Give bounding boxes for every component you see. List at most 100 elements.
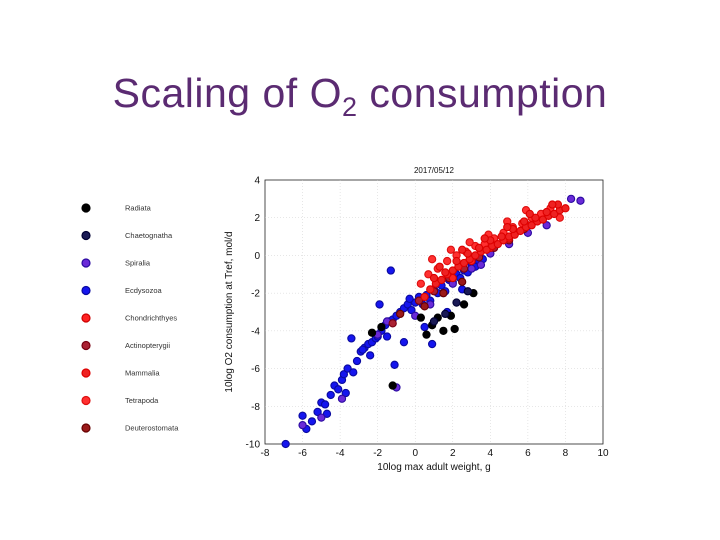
data-point bbox=[341, 388, 350, 398]
slide-title-subscript: 2 bbox=[341, 92, 358, 122]
data-point bbox=[429, 273, 439, 283]
x-tick-label: 10 bbox=[597, 448, 609, 459]
x-tick-label: 8 bbox=[563, 448, 569, 459]
data-point bbox=[471, 251, 480, 260]
data-point bbox=[386, 266, 395, 275]
data-point bbox=[420, 302, 429, 311]
legend-label: Mammalia bbox=[125, 369, 160, 378]
data-point bbox=[405, 294, 414, 303]
x-tick-label: 4 bbox=[488, 448, 494, 459]
y-tick-label: -4 bbox=[251, 326, 260, 337]
data-point bbox=[326, 390, 335, 400]
legend-label: Spiralia bbox=[125, 259, 151, 268]
data-point bbox=[437, 275, 446, 285]
data-point bbox=[367, 328, 377, 337]
y-tick-label: 2 bbox=[254, 213, 260, 224]
x-tick-label: -4 bbox=[336, 448, 345, 459]
data-point bbox=[474, 243, 484, 253]
data-point bbox=[542, 221, 551, 230]
x-tick-label: 2 bbox=[450, 448, 456, 459]
legend: Radiata Chaetognatha Spiralia Ecdysozoa Chon… bbox=[81, 203, 179, 433]
data-point bbox=[542, 207, 551, 217]
data-point bbox=[482, 245, 491, 254]
data-point bbox=[352, 356, 362, 366]
slide-title-rest: consumption bbox=[357, 70, 608, 116]
y-tick-label: -6 bbox=[251, 364, 260, 375]
data-point bbox=[516, 226, 525, 236]
chart-title: 2017/05/12 bbox=[414, 166, 455, 175]
slide-title-main: Scaling of O bbox=[112, 70, 342, 116]
legend-label: Chaetognatha bbox=[125, 231, 173, 240]
data-point bbox=[339, 370, 349, 379]
data-point bbox=[531, 213, 540, 222]
data-point bbox=[497, 232, 506, 241]
data-point bbox=[458, 277, 467, 286]
slide-title: Scaling of O2 consumption bbox=[0, 70, 720, 123]
data-point bbox=[420, 322, 429, 332]
data-point bbox=[298, 420, 307, 430]
data-point bbox=[320, 400, 330, 409]
data-point bbox=[427, 339, 437, 349]
data-point bbox=[427, 255, 437, 264]
data-point bbox=[525, 209, 534, 219]
legend-marker bbox=[81, 203, 91, 213]
data-point bbox=[407, 305, 416, 315]
data-point bbox=[317, 413, 326, 422]
data-point bbox=[439, 326, 448, 336]
legend-label: Actinopterygii bbox=[125, 341, 170, 350]
legend-marker bbox=[81, 313, 91, 323]
data-point bbox=[450, 324, 459, 334]
data-point bbox=[420, 292, 429, 302]
data-point bbox=[388, 319, 397, 328]
data-points bbox=[281, 194, 585, 449]
legend-marker bbox=[81, 230, 91, 241]
data-point bbox=[550, 209, 559, 219]
data-point bbox=[422, 330, 431, 339]
legend-label: Chondrichthyes bbox=[125, 314, 177, 323]
data-point bbox=[358, 345, 367, 354]
data-point bbox=[366, 351, 375, 360]
data-point bbox=[375, 300, 384, 309]
data-point bbox=[493, 239, 502, 249]
data-point bbox=[452, 298, 461, 307]
data-point bbox=[390, 360, 399, 369]
data-point bbox=[337, 394, 347, 403]
data-point bbox=[441, 268, 450, 277]
data-point bbox=[463, 287, 472, 296]
data-point bbox=[439, 288, 448, 298]
x-tick-label: -2 bbox=[373, 448, 382, 459]
data-point bbox=[396, 309, 405, 319]
data-point bbox=[414, 296, 424, 305]
legend-label: Deuterostomata bbox=[125, 424, 179, 433]
y-tick-label: 4 bbox=[254, 176, 260, 187]
legend-marker bbox=[81, 340, 91, 351]
data-point bbox=[426, 285, 435, 294]
data-point bbox=[416, 279, 426, 288]
data-point bbox=[388, 381, 397, 390]
legend-marker bbox=[81, 368, 91, 378]
data-point bbox=[576, 196, 585, 205]
legend-label: Ecdysozoa bbox=[125, 286, 163, 295]
data-point bbox=[458, 245, 467, 254]
data-point bbox=[435, 262, 444, 271]
data-point bbox=[298, 411, 307, 420]
legend-marker bbox=[81, 395, 91, 406]
x-tick-labels: -8 -6 -4 -2 0 2 4 6 8 10 bbox=[261, 448, 609, 459]
x-tick-label: -8 bbox=[261, 448, 270, 459]
data-point bbox=[561, 204, 570, 213]
data-point bbox=[377, 322, 386, 332]
data-point bbox=[467, 264, 476, 273]
data-point bbox=[416, 313, 426, 322]
data-point bbox=[448, 266, 457, 275]
data-point bbox=[446, 245, 456, 254]
plot-frame bbox=[264, 179, 604, 445]
data-point bbox=[519, 217, 529, 226]
x-axis-label: 10log max adult weight, g bbox=[377, 462, 490, 473]
data-point bbox=[465, 238, 474, 247]
data-point bbox=[429, 317, 439, 326]
data-point bbox=[548, 200, 557, 209]
data-point bbox=[334, 385, 343, 394]
data-point bbox=[459, 258, 469, 268]
legend-marker bbox=[81, 423, 91, 433]
